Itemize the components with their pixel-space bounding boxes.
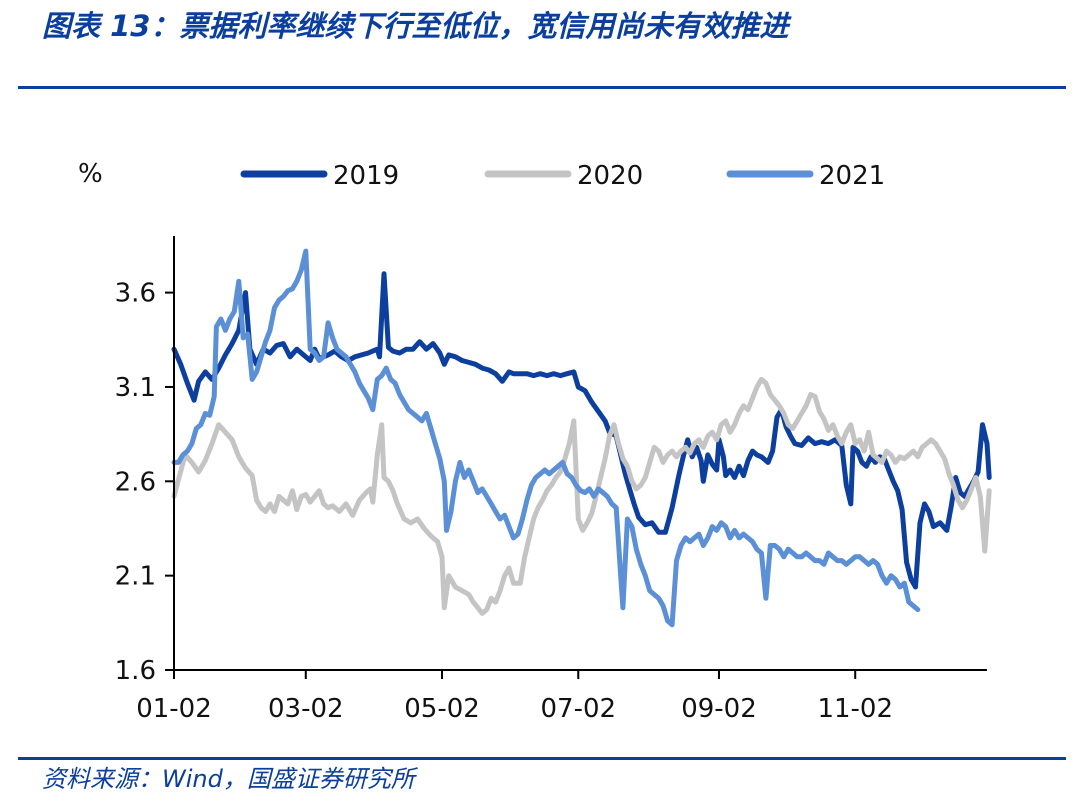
x-tick-label: 05-02 (404, 694, 480, 724)
header-rule (18, 86, 1066, 89)
x-tick-label: 09-02 (681, 694, 757, 724)
footer-rule (18, 757, 1066, 760)
series-group (171, 248, 992, 628)
series-line-2021 (171, 248, 921, 628)
y-tick-label: 3.6 (115, 279, 156, 309)
x-axis-ticks: 01-02 03-02 05-02 07-02 09-02 11-02 (136, 670, 893, 724)
y-axis-ticks: 3.6 3.1 2.6 2.1 1.6 (115, 279, 174, 686)
legend: 2019 2020 2021 (240, 161, 885, 191)
series-line-2019 (171, 271, 992, 590)
x-tick-label: 03-02 (268, 694, 344, 724)
y-tick-label: 2.1 (115, 562, 156, 592)
series-line-2020 (171, 376, 992, 616)
y-tick-label: 2.6 (115, 467, 156, 497)
legend-label-2019: 2019 (333, 161, 399, 191)
figure-title: 图表 13：票据利率继续下行至低位，宽信用尚未有效推进 (42, 9, 789, 43)
x-tick-label: 11-02 (817, 694, 893, 724)
y-axis-unit-label: % (78, 159, 103, 189)
legend-label-2020: 2020 (577, 161, 643, 191)
y-tick-label: 1.6 (115, 656, 156, 686)
y-tick-label: 3.1 (115, 373, 156, 403)
line-chart: % 2019 2020 2021 3.6 3.1 2.6 2.1 1.6 01-02 03-0… (78, 159, 992, 724)
x-tick-label: 07-02 (540, 694, 616, 724)
x-tick-label: 01-02 (136, 694, 212, 724)
legend-label-2021: 2021 (819, 161, 885, 191)
source-note: 资料来源：Wind，国盛证券研究所 (42, 765, 415, 793)
